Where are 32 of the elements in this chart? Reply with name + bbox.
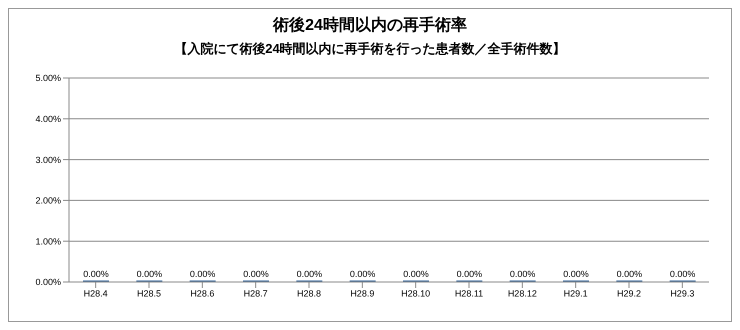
data-label: 0.00% xyxy=(456,269,482,279)
y-tick-label: 2.00% xyxy=(35,196,61,206)
x-tick-label: H29.1 xyxy=(564,288,588,298)
x-tick-label: H28.5 xyxy=(136,288,162,298)
data-label: 0.00% xyxy=(296,269,322,279)
y-tick-label: 0.00% xyxy=(35,277,61,288)
x-tick-label: H28.10 xyxy=(401,288,430,298)
data-label: 0.00% xyxy=(136,269,162,279)
x-tick-label: H28.9 xyxy=(350,288,374,298)
x-tick-label: H28.6 xyxy=(190,288,214,298)
data-label: 0.00% xyxy=(350,269,376,279)
x-tick-label: H28.11 xyxy=(454,288,484,298)
chart-subtitle: 【入院にて術後24時間以内に再手術を行った患者数／全手術件数】 xyxy=(173,40,567,58)
x-tick-label: H28.12 xyxy=(508,288,537,298)
data-label: 0.00% xyxy=(190,269,216,279)
y-tick-label: 5.00% xyxy=(35,73,61,84)
x-tick-label: H29.3 xyxy=(670,288,694,298)
y-tick-label: 4.00% xyxy=(35,114,61,124)
data-label: 0.00% xyxy=(563,269,589,279)
data-label: 0.00% xyxy=(403,269,429,279)
x-tick-label: H28.4 xyxy=(84,288,108,298)
data-label: 0.00% xyxy=(670,269,696,279)
x-tick-label: H28.8 xyxy=(296,288,322,298)
x-tick-label: H29.2 xyxy=(616,288,642,298)
y-tick-label: 1.00% xyxy=(35,236,61,246)
y-tick-label: 3.00% xyxy=(35,154,61,165)
data-label: 0.00% xyxy=(616,269,642,279)
x-tick-label: H28.7 xyxy=(244,288,268,298)
data-label: 0.00% xyxy=(510,269,536,279)
data-label: 0.00% xyxy=(83,269,109,279)
data-label: 0.00% xyxy=(243,269,269,279)
chart-title: 術後24時間以内の再手術率 xyxy=(272,15,468,36)
